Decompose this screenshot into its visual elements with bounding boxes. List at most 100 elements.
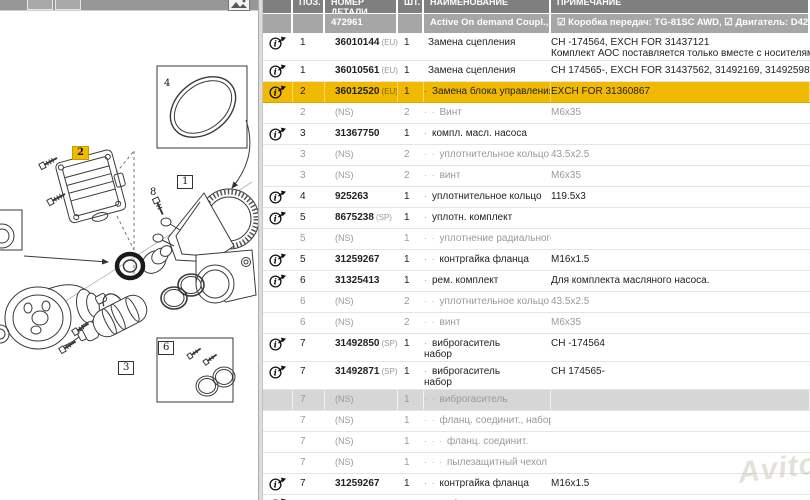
table-row[interactable]: i 1 36010144 (EU) 1 Замена сцепления CH -… — [263, 33, 810, 61]
diagram-label-6[interactable]: 6 — [158, 341, 175, 355]
info-link-icon[interactable]: i — [263, 61, 293, 81]
cell-quantity: 1 — [404, 436, 410, 447]
table-row[interactable]: i 2 (NS) 2 · ·Винт M6x35 — [263, 103, 810, 124]
info-link-icon[interactable]: i — [263, 362, 293, 389]
cell-name: · уплотнительное кольцо — [424, 191, 542, 202]
info-link-icon[interactable]: i — [263, 334, 293, 361]
info-link-icon[interactable]: i — [263, 390, 293, 410]
cell-part-number: (NS) — [335, 233, 354, 243]
table-row[interactable]: i 6 (NS) 2 · ·уплотнительное кольцо 43.5… — [263, 292, 810, 313]
info-link-icon[interactable]: i — [263, 229, 293, 249]
cell-position: 3 — [300, 128, 306, 139]
table-row[interactable]: i 7 (NS) 1 · ·фланц. соединит., набор — [263, 411, 810, 432]
info-link-icon[interactable]: i — [263, 208, 293, 228]
cell-note: CH -174564, EXCH FOR 31437121 Комплект А… — [551, 37, 810, 59]
cell-position: 6 — [300, 317, 306, 328]
col-header-icon — [263, 0, 293, 13]
table-row[interactable]: i 3 31367750 1 · компл. масл. насоса — [263, 124, 810, 145]
table-row[interactable]: i 6 31325413 1 · рем. комплект Для компле… — [263, 271, 810, 292]
cell-name: · уплотн. комплект — [424, 212, 513, 223]
cell-part-number: (NS) — [335, 317, 354, 327]
table-row[interactable]: i 7 31259267 1 · · контргайка фланца M16x… — [263, 474, 810, 495]
cell-part-number: 36012520 (EU) — [325, 82, 398, 102]
svg-text:i: i — [274, 194, 277, 204]
diagram-label-4[interactable]: 4 — [164, 78, 171, 89]
cell-note — [551, 208, 810, 228]
info-link-icon[interactable]: i — [263, 292, 293, 312]
pan-tool-button[interactable] — [55, 0, 81, 10]
svg-text:i: i — [274, 89, 277, 99]
group-header-row[interactable]: 472961 Active On demand Coupl., AOC ☑ Ко… — [263, 14, 810, 33]
group-name: Active On demand Coupl., AOC — [430, 17, 549, 28]
cell-part-number: 982797 — [325, 495, 398, 500]
cell-quantity: 1 — [404, 254, 410, 265]
cell-quantity: 1 — [404, 338, 410, 349]
svg-text:i: i — [274, 68, 277, 78]
info-link-icon[interactable]: i — [263, 411, 293, 431]
table-row[interactable]: i 7 (NS) 1 · ·виброгаситель — [263, 390, 810, 411]
info-link-icon[interactable]: i — [263, 432, 293, 452]
table-row[interactable]: i 2 36012520 (EU) 1 · Замена блока управле… — [263, 82, 810, 103]
svg-text:i: i — [274, 40, 277, 50]
cell-part-number: 31492871 (SP) — [335, 366, 398, 377]
diagram-label-1[interactable]: 1 — [177, 175, 194, 189]
info-link-icon[interactable]: i — [263, 474, 293, 494]
table-row[interactable]: i 5 (NS) 1 · ·уплотнение радиального ва — [263, 229, 810, 250]
table-row[interactable]: i 8 982797 4 винт фланца M8x35 — [263, 495, 810, 500]
cell-note — [551, 411, 810, 431]
info-link-icon[interactable]: i — [263, 313, 293, 333]
info-link-icon[interactable]: i — [263, 145, 293, 165]
info-link-icon[interactable]: i — [263, 82, 293, 102]
cell-part-number: 36010561 (EU) — [335, 65, 398, 76]
diagram-label-8[interactable]: 8 — [150, 187, 157, 198]
cell-name: · · винт — [424, 317, 461, 328]
info-link-icon[interactable]: i — [263, 495, 293, 500]
info-link-icon[interactable]: i — [263, 33, 293, 60]
diagram-label-2-selected[interactable]: 2 — [72, 146, 89, 160]
cell-part-number: 31259267 — [335, 254, 380, 265]
info-link-icon[interactable]: i — [263, 124, 293, 144]
col-header-name: НАИМЕНОВАНИЕ — [424, 0, 551, 13]
cell-position: 5 — [300, 233, 306, 244]
table-row[interactable]: i 7 31492871 (SP) 1 · виброгаситель набор … — [263, 362, 810, 390]
info-link-icon[interactable]: i — [263, 187, 293, 207]
info-link-icon[interactable]: i — [263, 166, 293, 186]
table-row[interactable]: i 6 (NS) 2 · ·винт M6x35 — [263, 313, 810, 334]
cell-name: винт фланца — [424, 495, 551, 500]
cell-position: 7 — [300, 436, 306, 447]
cell-name: · · · пылезащитный чехол — [424, 457, 548, 468]
cell-name: · Замена блока управления — [424, 82, 551, 102]
image-icon[interactable] — [228, 0, 250, 11]
cell-name: · компл. масл. насоса — [424, 128, 527, 139]
cell-part-number: (NS) — [325, 390, 398, 410]
cell-quantity: 1 — [404, 275, 410, 286]
table-row[interactable]: i 5 8675238 (SP) 1 · уплотн. комплект — [263, 208, 810, 229]
info-link-icon[interactable]: i — [263, 453, 293, 473]
table-row[interactable]: i 3 (NS) 2 · ·уплотнительное кольцо 43.5… — [263, 145, 810, 166]
table-row[interactable]: i 4 925263 1 · уплотнительное кольцо 119.… — [263, 187, 810, 208]
cell-name: · рем. комплект — [424, 275, 499, 286]
cell-name: · · · фланц. соединит. — [424, 436, 529, 447]
table-row[interactable]: i 3 (NS) 2 · ·винт M6x35 — [263, 166, 810, 187]
info-link-icon[interactable]: i — [263, 250, 293, 270]
cell-position: 1 — [300, 65, 306, 76]
diagram-label-3[interactable]: 3 — [118, 361, 135, 375]
info-link-icon[interactable]: i — [263, 103, 293, 123]
cell-part-number: (NS) — [335, 457, 354, 467]
table-row[interactable]: i 7 (NS) 1 · · ·пылезащитный чехол — [263, 453, 810, 474]
zoom-tool-button[interactable] — [27, 0, 53, 10]
cell-position: 7 — [300, 457, 306, 468]
cell-note: 43.5x2.5 — [551, 296, 590, 307]
cell-part-number: 31325413 — [335, 275, 380, 286]
table-row[interactable]: i 7 31492850 (SP) 1 · виброгаситель набор … — [263, 334, 810, 362]
svg-text:i: i — [274, 257, 277, 267]
cell-part-number: (NS) — [335, 170, 354, 180]
table-row[interactable]: i 1 36010561 (EU) 1 Замена сцепления CH 1… — [263, 61, 810, 82]
panel-divider[interactable] — [258, 0, 263, 500]
col-header-qty: ШТ. — [398, 0, 424, 13]
table-row[interactable]: i 7 (NS) 1 · · ·фланц. соединит. — [263, 432, 810, 453]
table-row[interactable]: i 5 31259267 1 · · контргайка фланца M16x… — [263, 250, 810, 271]
info-link-icon[interactable]: i — [263, 271, 293, 291]
diagram-toolbar — [0, 0, 258, 11]
cell-note: EXCH FOR 31360867 — [551, 82, 810, 102]
